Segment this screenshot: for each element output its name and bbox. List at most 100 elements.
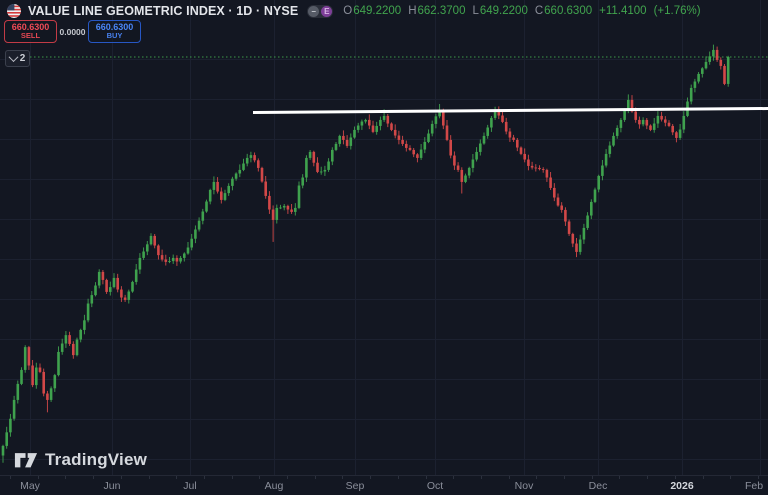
tradingview-watermark: TradingView	[14, 450, 147, 470]
trade-panel: 660.6300 SELL 0.0000 660.6300 BUY	[4, 20, 141, 43]
candle-body	[319, 171, 323, 173]
x-axis-label-may: May	[20, 480, 40, 492]
candle-body	[379, 119, 382, 126]
x-axis-label-sep: Sep	[345, 480, 365, 492]
candle-body	[316, 162, 319, 172]
candle-body	[308, 151, 312, 158]
candle-body	[138, 257, 142, 270]
candle-body	[386, 115, 390, 124]
candle-body	[23, 347, 27, 370]
candle-body	[75, 339, 79, 356]
candle-body	[405, 143, 408, 148]
candle-body	[72, 343, 75, 356]
time-axis-tick	[619, 476, 621, 479]
candle-body	[220, 191, 223, 200]
candle-body	[264, 181, 267, 196]
chart-canvas[interactable]	[0, 0, 768, 477]
candle-body	[456, 165, 460, 170]
collapsed-indicators-badge[interactable]: 2	[5, 50, 30, 67]
candle-body	[508, 131, 512, 138]
candle-body	[168, 261, 171, 263]
candle-body	[157, 245, 160, 256]
candle-body	[334, 143, 338, 150]
candle-body	[86, 303, 90, 321]
candle-body	[397, 135, 401, 140]
time-axis-tick	[453, 476, 455, 479]
buy-label: BUY	[106, 31, 123, 41]
time-axis-tick	[176, 476, 178, 479]
sell-button[interactable]: 660.6300 SELL	[4, 20, 57, 43]
symbol-legend: VALUE LINE GEOMETRIC INDEX · 1D · NYSE –…	[7, 4, 708, 18]
candle-body	[501, 115, 504, 122]
candle-body	[171, 257, 175, 262]
candle-body	[430, 123, 434, 134]
candle-body	[523, 153, 526, 160]
time-axis-tick	[120, 476, 122, 479]
ohlc-close-value: 660.6300	[544, 5, 593, 17]
candle-body	[627, 99, 630, 110]
candle-body	[356, 125, 360, 130]
candle-body	[64, 335, 68, 344]
candle-body	[101, 271, 105, 280]
candle-body	[290, 209, 293, 212]
candle-body	[12, 399, 16, 419]
session-toggle[interactable]: – E	[307, 4, 334, 18]
time-axis-tick	[674, 476, 676, 479]
candle-body	[660, 115, 663, 120]
candle-body	[268, 195, 271, 210]
candle-body	[519, 147, 523, 154]
candle-body	[545, 169, 549, 178]
trendline-drawing[interactable]	[252, 107, 768, 115]
candle-body	[27, 347, 31, 366]
candle-body	[630, 99, 634, 112]
candle-body	[312, 151, 316, 163]
candle-body	[693, 81, 697, 88]
time-axis[interactable]: May Jun Jul Aug Sep Oct Nov Dec 2026 Feb	[0, 475, 768, 495]
time-axis-tick	[480, 476, 482, 479]
candle-body	[282, 205, 286, 208]
candle-body	[257, 160, 260, 168]
candle-body	[194, 229, 197, 239]
candle-body	[238, 169, 242, 174]
candle-body	[105, 279, 108, 292]
candle-body	[60, 343, 64, 352]
x-axis-label-jun: Jun	[103, 480, 121, 492]
candle-body	[567, 221, 571, 234]
candle-body	[294, 207, 297, 212]
candle-body	[612, 135, 615, 146]
symbol-title[interactable]: VALUE LINE GEOMETRIC INDEX · 1D · NYSE	[28, 4, 299, 18]
candle-body	[390, 123, 393, 130]
candle-body	[94, 285, 97, 296]
candle-body	[393, 129, 397, 136]
time-axis-tick	[93, 476, 95, 479]
time-axis-tick	[259, 476, 261, 479]
ohlc-high-label: H	[408, 5, 417, 17]
buy-button[interactable]: 660.6300 BUY	[88, 20, 141, 43]
candle-body	[227, 185, 230, 194]
candle-body	[412, 149, 415, 155]
time-axis-tick	[342, 476, 344, 479]
us-flag-icon	[7, 4, 21, 18]
candle-body	[445, 125, 449, 140]
candle-body	[338, 135, 341, 144]
candle-body	[279, 207, 282, 209]
candle-body	[234, 173, 238, 179]
candle-body	[704, 61, 708, 69]
candle-body	[486, 127, 489, 136]
candle-body	[449, 139, 452, 156]
candle-body	[301, 177, 304, 186]
candle-body	[538, 167, 541, 170]
candle-body	[112, 277, 116, 288]
time-axis-tick	[536, 476, 538, 479]
toggle-off-knob: –	[308, 5, 320, 17]
candle-body	[190, 238, 193, 248]
x-axis-label-feb: Feb	[744, 480, 764, 492]
sell-label: SELL	[20, 31, 41, 41]
buy-price: 660.6300	[95, 21, 134, 32]
candle-body	[16, 383, 20, 400]
time-axis-tick	[370, 476, 372, 479]
candle-body	[353, 129, 356, 138]
candle-body	[375, 125, 378, 132]
candle-body	[242, 163, 245, 170]
